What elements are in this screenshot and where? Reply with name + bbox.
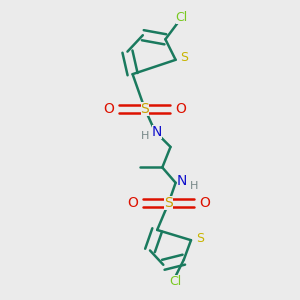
Text: O: O	[199, 196, 210, 210]
Text: H: H	[141, 131, 149, 141]
Text: S: S	[180, 51, 188, 64]
Text: S: S	[196, 232, 204, 244]
Text: O: O	[127, 196, 138, 210]
Text: N: N	[177, 174, 187, 188]
Text: S: S	[140, 102, 149, 116]
Text: S: S	[164, 196, 173, 210]
Text: O: O	[103, 102, 114, 116]
Text: H: H	[190, 181, 198, 191]
Text: O: O	[175, 102, 186, 116]
Text: Cl: Cl	[176, 11, 188, 24]
Text: N: N	[152, 124, 162, 139]
Text: Cl: Cl	[169, 275, 182, 288]
